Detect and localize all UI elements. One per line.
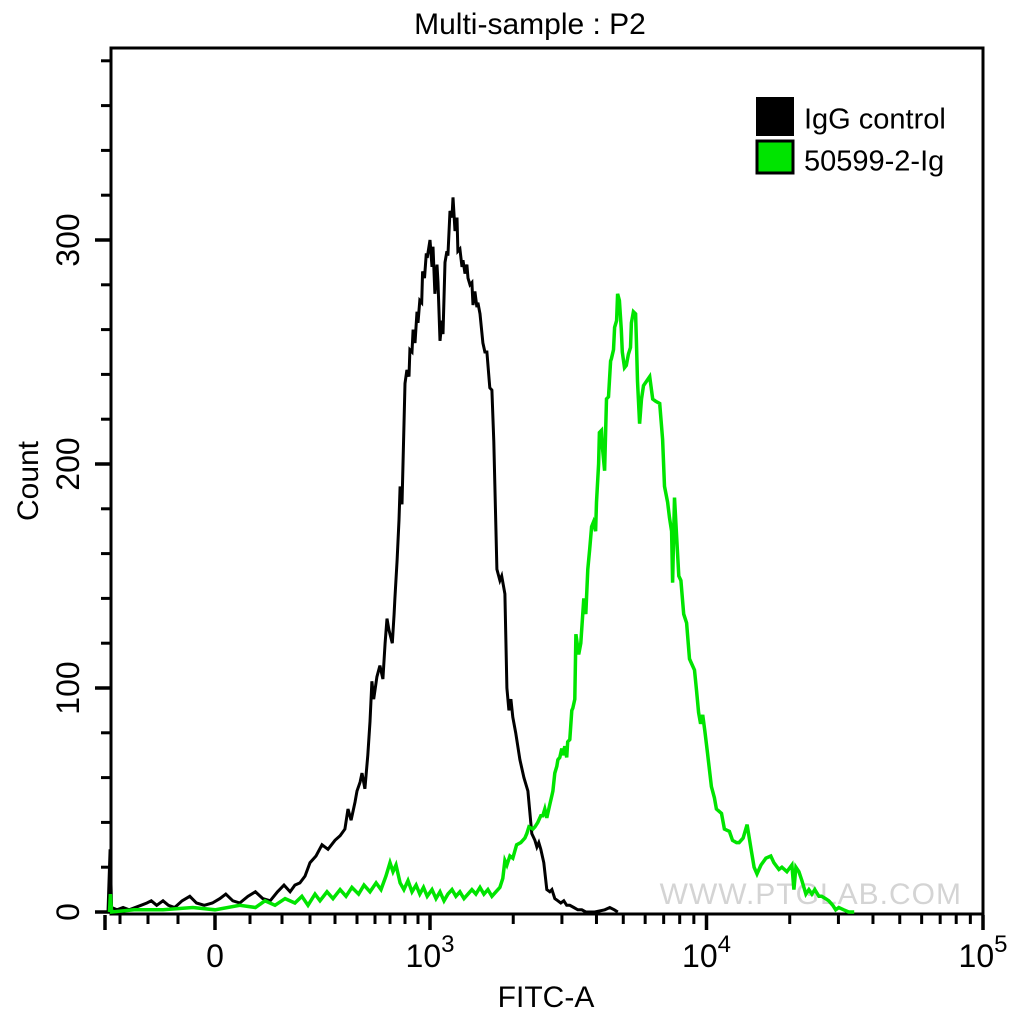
x-tick-label: 104 [682,931,731,974]
y-axis-tick-labels: 0 100 200 300 [50,213,86,921]
y-tick-label: 200 [50,437,86,490]
y-axis-title: Count [12,440,45,521]
x-tick-label: 103 [406,931,455,974]
legend-label-igg-control: IgG control [804,104,946,136]
plot-frame [109,46,985,916]
y-tick-label: 0 [50,903,86,921]
x-tick-label: 105 [959,931,1008,974]
x-axis-title: FITC-A [498,981,595,1014]
chart-title: Multi-sample : P2 [414,8,646,41]
legend-swatch-igg-control [756,97,794,136]
x-axis-ticks [103,915,985,930]
legend-swatch-50599-2-ig [755,139,795,175]
y-tick-label: 300 [50,213,86,266]
x-tick-label: 0 [206,938,224,974]
legend: IgG control 50599-2-Ig [755,97,946,178]
curve-igg-control [106,197,619,914]
histogram-curves [106,197,855,914]
curve-50599-2-ig [107,293,855,914]
y-axis-ticks [95,59,110,914]
legend-label-50599-2-ig: 50599-2-Ig [804,146,944,178]
y-tick-label: 100 [50,661,86,714]
x-axis-tick-labels: 0 103 104 105 [206,931,1007,974]
